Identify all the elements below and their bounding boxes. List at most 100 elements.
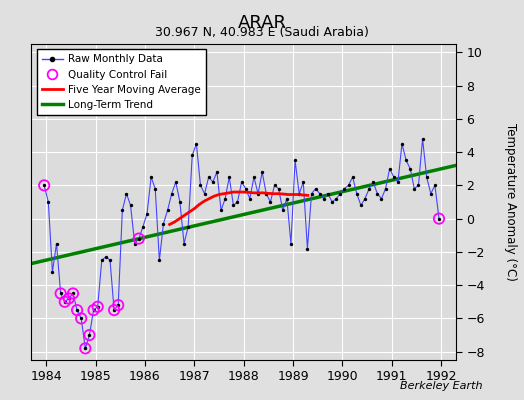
Point [135, 235, 143, 242]
Point [40, 182, 48, 188]
Point [386, 166, 394, 172]
Point [209, 179, 217, 185]
Point [135, 235, 143, 242]
Point [221, 196, 230, 202]
Point [414, 182, 423, 188]
Point [295, 190, 303, 197]
Point [418, 136, 427, 142]
Point [237, 179, 246, 185]
Point [57, 290, 65, 297]
Point [155, 257, 163, 264]
Point [361, 196, 369, 202]
Point [320, 196, 328, 202]
Point [89, 307, 97, 313]
Point [242, 186, 250, 192]
Point [258, 169, 266, 175]
Point [52, 240, 61, 247]
Point [348, 174, 357, 180]
Legend: Raw Monthly Data, Quality Control Fail, Five Year Moving Average, Long-Term Tren: Raw Monthly Data, Quality Control Fail, … [37, 49, 206, 115]
Point [406, 166, 414, 172]
Point [332, 196, 341, 202]
Point [151, 186, 159, 192]
Point [279, 207, 287, 214]
Point [110, 307, 118, 313]
Y-axis label: Temperature Anomaly (°C): Temperature Anomaly (°C) [504, 123, 517, 281]
Point [246, 196, 254, 202]
Point [217, 207, 225, 214]
Point [130, 240, 139, 247]
Point [262, 190, 270, 197]
Point [143, 210, 151, 217]
Point [422, 174, 431, 180]
Point [81, 345, 90, 352]
Point [192, 140, 201, 147]
Point [291, 157, 299, 164]
Point [89, 307, 97, 313]
Point [61, 298, 69, 305]
Point [250, 174, 258, 180]
Point [176, 199, 184, 205]
Point [315, 190, 324, 197]
Point [204, 174, 213, 180]
Point [168, 190, 176, 197]
Point [435, 216, 443, 222]
Point [381, 186, 390, 192]
Point [431, 182, 439, 188]
Point [114, 302, 123, 308]
Point [275, 186, 283, 192]
Point [266, 199, 275, 205]
Point [394, 179, 402, 185]
Point [282, 196, 291, 202]
Point [398, 140, 406, 147]
Point [365, 186, 373, 192]
Point [44, 199, 52, 205]
Point [357, 202, 365, 208]
Point [147, 174, 155, 180]
Point [254, 190, 263, 197]
Point [311, 186, 320, 192]
Point [180, 240, 188, 247]
Point [229, 202, 237, 208]
Point [427, 190, 435, 197]
Point [353, 190, 361, 197]
Point [328, 199, 336, 205]
Point [303, 245, 312, 252]
Point [81, 345, 90, 352]
Point [344, 182, 353, 188]
Text: ARAR: ARAR [237, 14, 287, 32]
Point [390, 174, 398, 180]
Point [287, 240, 295, 247]
Point [196, 182, 205, 188]
Point [159, 220, 168, 227]
Point [435, 216, 443, 222]
Point [73, 307, 81, 313]
Point [200, 190, 209, 197]
Point [410, 186, 419, 192]
Point [184, 224, 192, 230]
Point [61, 298, 69, 305]
Point [163, 207, 172, 214]
Point [126, 202, 135, 208]
Point [213, 169, 221, 175]
Point [373, 190, 381, 197]
Point [97, 257, 106, 264]
Point [40, 182, 48, 188]
Point [270, 182, 279, 188]
Point [69, 290, 77, 297]
Point [171, 179, 180, 185]
Point [57, 290, 65, 297]
Point [188, 152, 196, 159]
Point [340, 186, 348, 192]
Point [114, 302, 123, 308]
Point [308, 190, 316, 197]
Point [85, 332, 94, 338]
Point [69, 290, 77, 297]
Point [48, 269, 57, 275]
Point [225, 174, 233, 180]
Point [324, 190, 332, 197]
Point [402, 157, 410, 164]
Point [139, 224, 147, 230]
Point [93, 304, 102, 310]
Point [118, 207, 126, 214]
Point [77, 315, 85, 322]
